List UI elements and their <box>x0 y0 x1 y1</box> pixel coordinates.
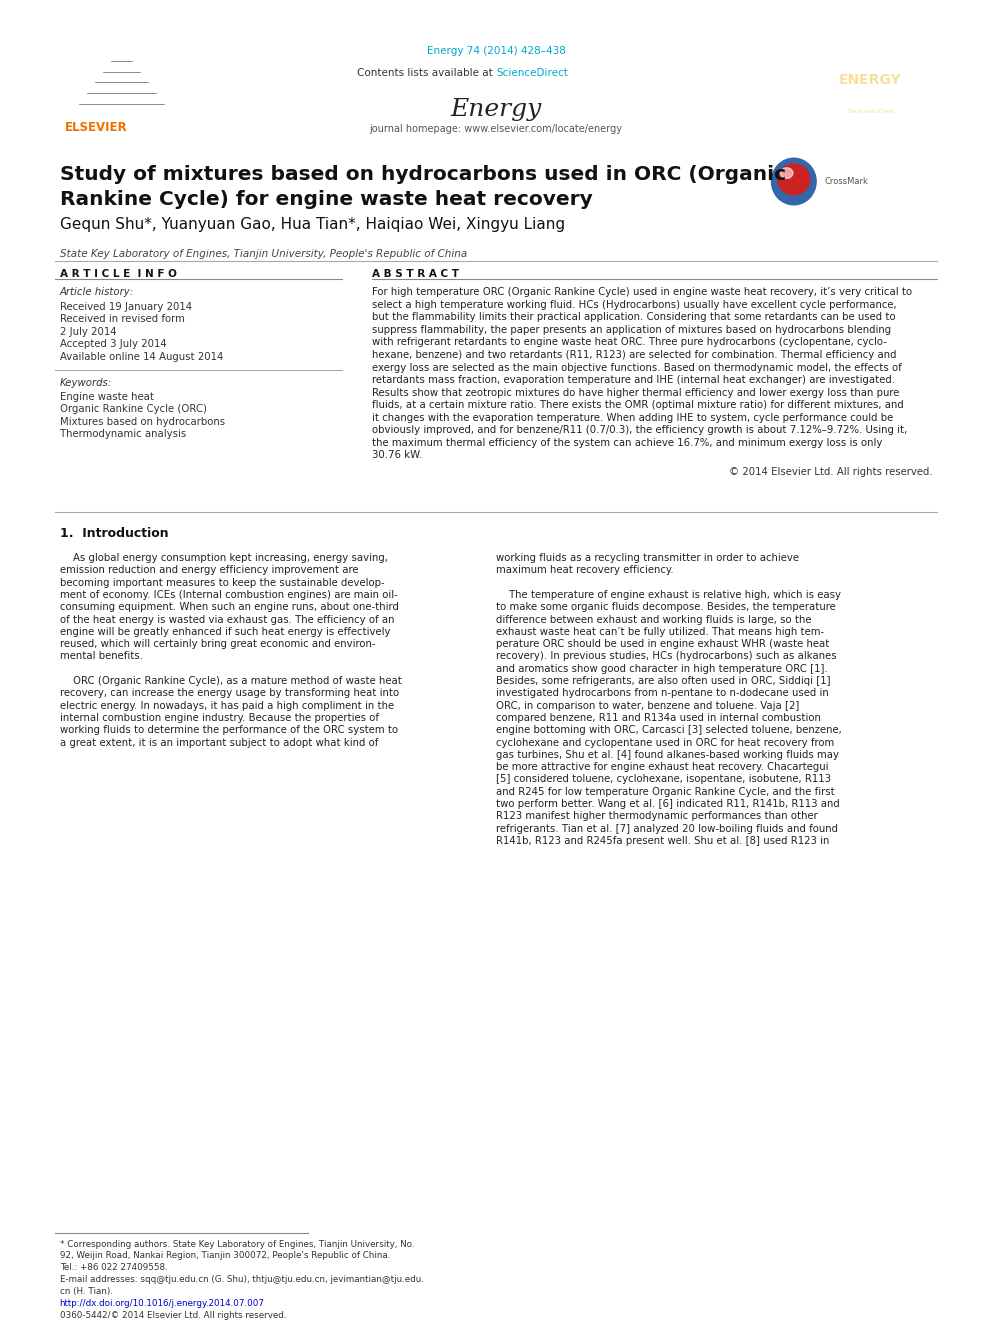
Text: working fluids as a recycling transmitter in order to achieve: working fluids as a recycling transmitte… <box>496 553 799 564</box>
Ellipse shape <box>778 164 809 194</box>
Text: Gequn Shu*, Yuanyuan Gao, Hua Tian*, Haiqiao Wei, Xingyu Liang: Gequn Shu*, Yuanyuan Gao, Hua Tian*, Hai… <box>60 217 564 232</box>
Text: Besides, some refrigerants, are also often used in ORC, Siddiqi [1]: Besides, some refrigerants, are also oft… <box>496 676 830 687</box>
Text: with refrigerant retardants to engine waste heat ORC. Three pure hydrocarbons (c: with refrigerant retardants to engine wa… <box>372 337 887 348</box>
Text: ment of economy. ICEs (Internal combustion engines) are main oil-: ment of economy. ICEs (Internal combusti… <box>60 590 397 599</box>
Text: engine will be greatly enhanced if such heat energy is effectively: engine will be greatly enhanced if such … <box>60 627 390 636</box>
Text: gas turbines, Shu et al. [4] found alkanes-based working fluids may: gas turbines, Shu et al. [4] found alkan… <box>496 750 839 759</box>
Text: exhaust waste heat can’t be fully utilized. That means high tem-: exhaust waste heat can’t be fully utiliz… <box>496 627 824 636</box>
Text: Organic Rankine Cycle (ORC): Organic Rankine Cycle (ORC) <box>60 405 206 414</box>
Text: 0360-5442/© 2014 Elsevier Ltd. All rights reserved.: 0360-5442/© 2014 Elsevier Ltd. All right… <box>60 1311 286 1320</box>
Text: difference between exhaust and working fluids is large, so the: difference between exhaust and working f… <box>496 614 811 624</box>
Text: but the flammability limits their practical application. Considering that some r: but the flammability limits their practi… <box>372 312 896 323</box>
Text: ENERGY: ENERGY <box>839 73 902 87</box>
Text: a great extent, it is an important subject to adopt what kind of: a great extent, it is an important subje… <box>60 737 378 747</box>
Text: Energy 74 (2014) 428–438: Energy 74 (2014) 428–438 <box>427 46 565 57</box>
Text: journal homepage: www.elsevier.com/locate/energy: journal homepage: www.elsevier.com/locat… <box>369 124 623 134</box>
Text: The temperature of engine exhaust is relative high, which is easy: The temperature of engine exhaust is rel… <box>496 590 841 599</box>
Text: to make some organic fluids decompose. Besides, the temperature: to make some organic fluids decompose. B… <box>496 602 835 613</box>
Text: Results show that zeotropic mixtures do have higher thermal efficiency and lower: Results show that zeotropic mixtures do … <box>372 388 900 398</box>
Text: refrigerants. Tian et al. [7] analyzed 20 low-boiling fluids and found: refrigerants. Tian et al. [7] analyzed 2… <box>496 824 838 833</box>
Text: Thermodynamic analysis: Thermodynamic analysis <box>60 429 186 439</box>
Text: internal combustion engine industry. Because the properties of: internal combustion engine industry. Bec… <box>60 713 379 722</box>
Text: 2 July 2014: 2 July 2014 <box>60 327 116 337</box>
Text: Keywords:: Keywords: <box>60 378 112 389</box>
Text: Energy: Energy <box>450 98 542 120</box>
Text: A R T I C L E  I N F O: A R T I C L E I N F O <box>60 269 177 279</box>
Text: Accepted 3 July 2014: Accepted 3 July 2014 <box>60 339 167 349</box>
Text: emission reduction and energy efficiency improvement are: emission reduction and energy efficiency… <box>60 565 358 576</box>
Text: Contents lists available at: Contents lists available at <box>357 67 496 78</box>
Text: Received 19 January 2014: Received 19 January 2014 <box>60 302 191 312</box>
Text: E-mail addresses: sqq@tju.edu.cn (G. Shu), thtju@tju.edu.cn, jevimantian@tju.edu: E-mail addresses: sqq@tju.edu.cn (G. Shu… <box>60 1275 424 1297</box>
Text: investigated hydrocarbons from n-pentane to n-dodecane used in: investigated hydrocarbons from n-pentane… <box>496 688 828 699</box>
Text: R141b, R123 and R245fa present well. Shu et al. [8] used R123 in: R141b, R123 and R245fa present well. Shu… <box>496 836 829 845</box>
Text: © 2014 Elsevier Ltd. All rights reserved.: © 2014 Elsevier Ltd. All rights reserved… <box>729 467 932 478</box>
Text: As global energy consumption kept increasing, energy saving,: As global energy consumption kept increa… <box>60 553 388 564</box>
Text: Available online 14 August 2014: Available online 14 August 2014 <box>60 352 223 363</box>
Text: For high temperature ORC (Organic Rankine Cycle) used in engine waste heat recov: For high temperature ORC (Organic Rankin… <box>372 287 912 298</box>
Text: reused, which will certainly bring great economic and environ-: reused, which will certainly bring great… <box>60 639 375 650</box>
Text: recovery, can increase the energy usage by transforming heat into: recovery, can increase the energy usage … <box>60 688 399 699</box>
Text: working fluids to determine the performance of the ORC system to: working fluids to determine the performa… <box>60 725 398 736</box>
Ellipse shape <box>772 159 816 205</box>
Text: State Key Laboratory of Engines, Tianjin University, People's Republic of China: State Key Laboratory of Engines, Tianjin… <box>60 249 467 259</box>
Text: two perform better. Wang et al. [6] indicated R11, R141b, R113 and: two perform better. Wang et al. [6] indi… <box>496 799 840 810</box>
Text: compared benzene, R11 and R134a used in internal combustion: compared benzene, R11 and R134a used in … <box>496 713 820 722</box>
Text: Article history:: Article history: <box>60 287 134 298</box>
Text: retardants mass fraction, evaporation temperature and IHE (internal heat exchang: retardants mass fraction, evaporation te… <box>372 374 895 385</box>
Text: recovery). In previous studies, HCs (hydrocarbons) such as alkanes: recovery). In previous studies, HCs (hyd… <box>496 651 836 662</box>
Text: consuming equipment. When such an engine runs, about one-third: consuming equipment. When such an engine… <box>60 602 399 613</box>
Text: and R245 for low temperature Organic Rankine Cycle, and the first: and R245 for low temperature Organic Ran… <box>496 787 834 796</box>
Text: fluids, at a certain mixture ratio. There exists the OMR (optimal mixture ratio): fluids, at a certain mixture ratio. Ther… <box>372 400 904 410</box>
Text: perature ORC should be used in engine exhaust WHR (waste heat: perature ORC should be used in engine ex… <box>496 639 829 650</box>
Text: R123 manifest higher thermodynamic performances than other: R123 manifest higher thermodynamic perfo… <box>496 811 817 822</box>
Text: obviously improved, and for benzene/R11 (0.7/0.3), the efficiency growth is abou: obviously improved, and for benzene/R11 … <box>372 425 908 435</box>
Text: * Corresponding authors. State Key Laboratory of Engines, Tianjin University, No: * Corresponding authors. State Key Labor… <box>60 1240 414 1273</box>
Text: CrossMark: CrossMark <box>824 177 868 187</box>
Text: 30.76 kW.: 30.76 kW. <box>372 450 423 460</box>
Text: Study of mixtures based on hydrocarbons used in ORC (Organic
Rankine Cycle) for : Study of mixtures based on hydrocarbons … <box>60 165 786 209</box>
Text: be more attractive for engine exhaust heat recovery. Chacartegui: be more attractive for engine exhaust he… <box>496 762 828 773</box>
Text: the maximum thermal efficiency of the system can achieve 16.7%, and minimum exer: the maximum thermal efficiency of the sy… <box>372 438 882 448</box>
Ellipse shape <box>781 168 793 179</box>
Text: and aromatics show good character in high temperature ORC [1].: and aromatics show good character in hig… <box>496 664 827 673</box>
Text: Engine waste heat: Engine waste heat <box>60 392 154 402</box>
Text: Mixtures based on hydrocarbons: Mixtures based on hydrocarbons <box>60 417 224 427</box>
Text: [5] considered toluene, cyclohexane, isopentane, isobutene, R113: [5] considered toluene, cyclohexane, iso… <box>496 774 831 785</box>
Text: suppress flammability, the paper presents an application of mixtures based on hy: suppress flammability, the paper present… <box>372 324 891 335</box>
Text: maximum heat recovery efficiency.: maximum heat recovery efficiency. <box>496 565 674 576</box>
Text: Received in revised form: Received in revised form <box>60 314 185 324</box>
Text: electric energy. In nowadays, it has paid a high compliment in the: electric energy. In nowadays, it has pai… <box>60 701 394 710</box>
Text: it changes with the evaporation temperature. When adding IHE to system, cycle pe: it changes with the evaporation temperat… <box>372 413 893 423</box>
Text: engine bottoming with ORC, Carcasci [3] selected toluene, benzene,: engine bottoming with ORC, Carcasci [3] … <box>496 725 842 736</box>
Text: 1.  Introduction: 1. Introduction <box>60 527 169 540</box>
Text: exergy loss are selected as the main objective functions. Based on thermodynamic: exergy loss are selected as the main obj… <box>372 363 902 373</box>
Text: select a high temperature working fluid. HCs (Hydrocarbons) usually have excelle: select a high temperature working fluid.… <box>372 299 897 310</box>
Text: mental benefits.: mental benefits. <box>60 651 143 662</box>
Text: The journal of heat: The journal of heat <box>847 110 894 114</box>
Text: ORC (Organic Rankine Cycle), as a mature method of waste heat: ORC (Organic Rankine Cycle), as a mature… <box>60 676 402 687</box>
Text: of the heat energy is wasted via exhaust gas. The efficiency of an: of the heat energy is wasted via exhaust… <box>60 614 394 624</box>
Text: cyclohexane and cyclopentane used in ORC for heat recovery from: cyclohexane and cyclopentane used in ORC… <box>496 737 834 747</box>
Text: http://dx.doi.org/10.1016/j.energy.2014.07.007: http://dx.doi.org/10.1016/j.energy.2014.… <box>60 1299 265 1308</box>
Text: ScienceDirect: ScienceDirect <box>496 67 567 78</box>
Text: hexane, benzene) and two retardants (R11, R123) are selected for combination. Th: hexane, benzene) and two retardants (R11… <box>372 349 897 360</box>
Text: ELSEVIER: ELSEVIER <box>65 120 128 134</box>
Text: becoming important measures to keep the sustainable develop-: becoming important measures to keep the … <box>60 578 384 587</box>
Text: A B S T R A C T: A B S T R A C T <box>372 269 459 279</box>
Text: ORC, in comparison to water, benzene and toluene. Vaja [2]: ORC, in comparison to water, benzene and… <box>496 701 800 710</box>
